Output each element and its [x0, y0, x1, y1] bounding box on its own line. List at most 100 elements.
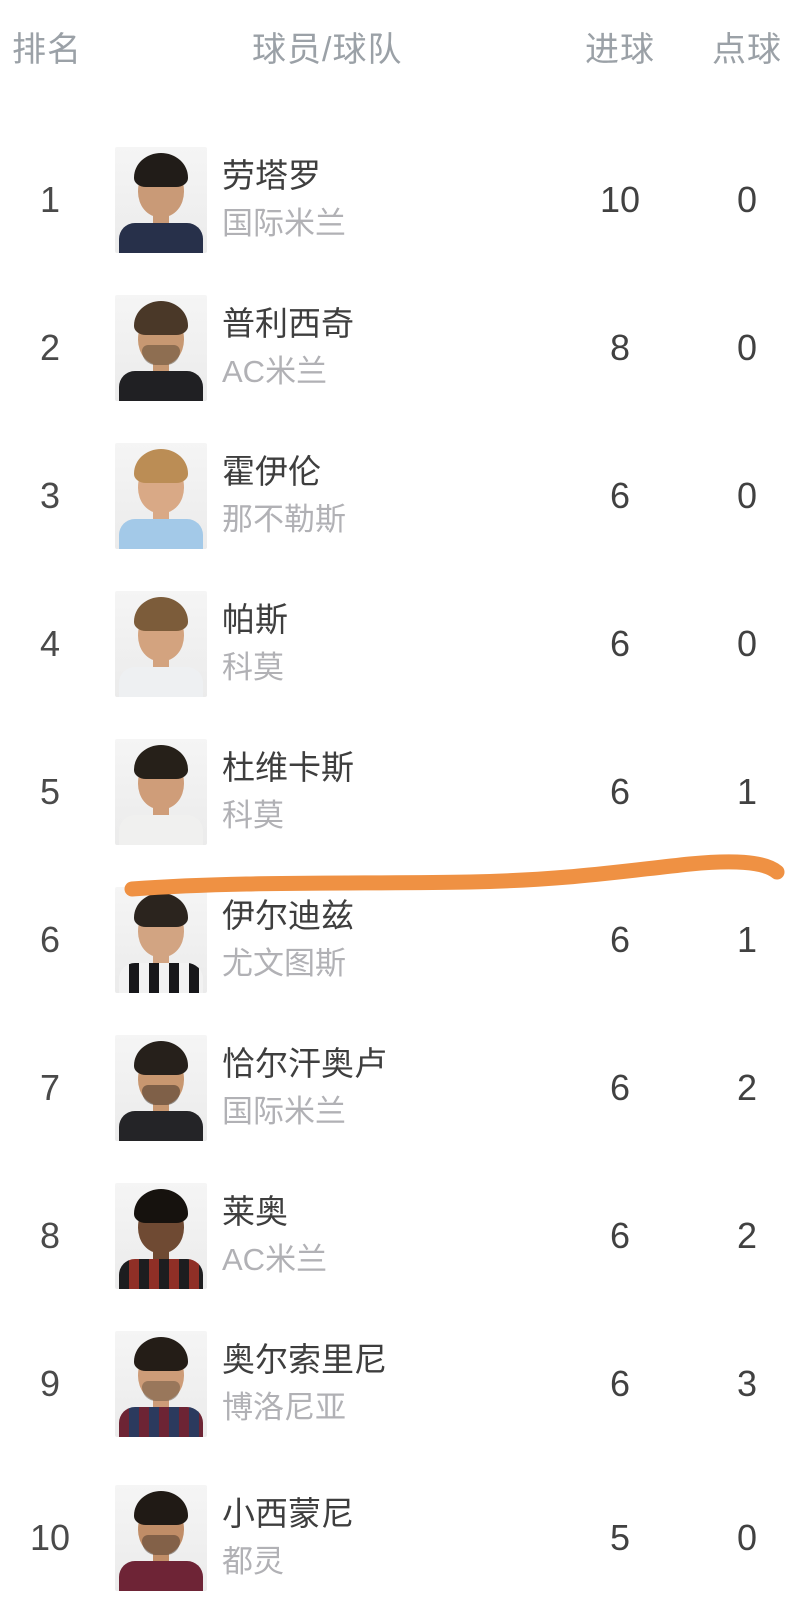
goals-cell: 6 — [609, 475, 631, 516]
rank-cell: 9 — [39, 1363, 61, 1404]
avatar-shirt — [119, 1111, 203, 1141]
table-row[interactable]: 8 莱奥 AC米兰 6 2 — [0, 1162, 811, 1310]
table-row[interactable]: 9 奥尔索里尼 博洛尼亚 6 3 — [0, 1310, 811, 1458]
penalties-cell: 2 — [736, 1215, 758, 1256]
avatar-hair — [134, 1189, 188, 1223]
penalties-cell: 0 — [736, 1517, 758, 1558]
penalties-cell: 0 — [736, 623, 758, 664]
player-name: 伊尔迪兹 — [222, 897, 354, 934]
avatar-hair — [134, 597, 188, 631]
avatar-hair — [134, 1337, 188, 1371]
rank-cell: 10 — [29, 1517, 71, 1558]
table-row[interactable]: 3 霍伊伦 那不勒斯 6 0 — [0, 422, 811, 570]
team-name: 博洛尼亚 — [222, 1390, 346, 1425]
player-name: 杜维卡斯 — [222, 749, 354, 786]
team-name: 那不勒斯 — [222, 502, 346, 537]
goals-cell: 6 — [609, 1215, 631, 1256]
avatar-hair — [134, 745, 188, 779]
avatar-shirt — [119, 1561, 203, 1591]
goals-cell: 6 — [609, 1363, 631, 1404]
player-name: 恰尔汗奥卢 — [222, 1045, 387, 1082]
avatar-shirt — [119, 667, 203, 697]
avatar-shirt — [119, 223, 203, 253]
player-avatar — [115, 739, 207, 845]
rank-cell: 2 — [39, 327, 61, 368]
team-name: AC米兰 — [222, 354, 328, 389]
avatar-shirt — [119, 815, 203, 845]
table-row[interactable]: 5 杜维卡斯 科莫 6 1 — [0, 718, 811, 866]
avatar-shirt — [119, 963, 203, 993]
header-player-team: 球员/球队 — [252, 31, 403, 69]
goals-cell: 6 — [609, 919, 631, 960]
team-name: 国际米兰 — [222, 1094, 346, 1129]
table-row[interactable]: 4 帕斯 科莫 6 0 — [0, 570, 811, 718]
team-name: 科莫 — [222, 650, 284, 685]
annotation-marker-line — [124, 854, 785, 897]
avatar-beard — [142, 345, 180, 365]
player-avatar — [115, 887, 207, 993]
avatar-hair — [134, 1491, 188, 1525]
goals-cell: 6 — [609, 1067, 631, 1108]
goals-cell: 10 — [599, 179, 641, 220]
team-name: 科莫 — [222, 798, 284, 833]
rank-cell: 4 — [39, 623, 61, 664]
goals-cell: 6 — [609, 623, 631, 664]
penalties-cell: 2 — [736, 1067, 758, 1108]
player-name: 奥尔索里尼 — [222, 1341, 387, 1378]
team-name: 国际米兰 — [222, 206, 346, 241]
rank-cell: 8 — [39, 1215, 61, 1256]
penalties-cell: 3 — [736, 1363, 758, 1404]
avatar-hair — [134, 153, 188, 187]
player-name: 莱奥 — [222, 1193, 288, 1230]
header-rank: 排名 — [12, 31, 82, 69]
table-row[interactable]: 6 伊尔迪兹 尤文图斯 6 1 — [0, 866, 811, 1014]
avatar-hair — [134, 1041, 188, 1075]
avatar-hair — [134, 301, 188, 335]
team-name: AC米兰 — [222, 1242, 328, 1277]
penalties-cell: 0 — [736, 475, 758, 516]
goals-cell: 5 — [609, 1517, 631, 1558]
table-row[interactable]: 10 小西蒙尼 都灵 5 0 — [0, 1464, 811, 1612]
rank-cell: 3 — [39, 475, 61, 516]
player-name: 普利西奇 — [222, 305, 354, 342]
penalties-cell: 1 — [736, 771, 758, 812]
avatar-shirt — [119, 371, 203, 401]
player-avatar — [115, 591, 207, 697]
player-avatar — [115, 443, 207, 549]
player-name: 劳塔罗 — [222, 157, 321, 194]
table-row[interactable]: 7 恰尔汗奥卢 国际米兰 6 2 — [0, 1014, 811, 1162]
avatar-shirt — [119, 1259, 203, 1289]
header-penalties: 点球 — [712, 31, 782, 69]
avatar-beard — [142, 1085, 180, 1105]
avatar-shirt — [119, 1407, 203, 1437]
team-name: 尤文图斯 — [222, 946, 346, 981]
avatar-hair — [134, 893, 188, 927]
table-row[interactable]: 1 劳塔罗 国际米兰 10 0 — [0, 126, 811, 274]
penalties-cell: 0 — [736, 179, 758, 220]
player-name: 霍伊伦 — [222, 453, 321, 490]
penalties-cell: 1 — [736, 919, 758, 960]
player-name: 小西蒙尼 — [222, 1495, 354, 1532]
player-avatar — [115, 1331, 207, 1437]
player-avatar — [115, 295, 207, 401]
player-avatar — [115, 147, 207, 253]
rank-cell: 7 — [39, 1067, 61, 1108]
rank-cell: 5 — [39, 771, 61, 812]
player-name: 帕斯 — [222, 601, 288, 638]
player-avatar — [115, 1485, 207, 1591]
avatar-beard — [142, 1535, 180, 1555]
goals-cell: 6 — [609, 771, 631, 812]
avatar-hair — [134, 449, 188, 483]
table-row[interactable]: 2 普利西奇 AC米兰 8 0 — [0, 274, 811, 422]
team-name: 都灵 — [222, 1544, 284, 1579]
goals-cell: 8 — [609, 327, 631, 368]
rank-cell: 1 — [39, 179, 61, 220]
penalties-cell: 0 — [736, 327, 758, 368]
avatar-beard — [142, 1381, 180, 1401]
marker-stroke — [124, 854, 785, 897]
avatar-shirt — [119, 519, 203, 549]
rank-cell: 6 — [39, 919, 61, 960]
player-avatar — [115, 1035, 207, 1141]
player-avatar — [115, 1183, 207, 1289]
